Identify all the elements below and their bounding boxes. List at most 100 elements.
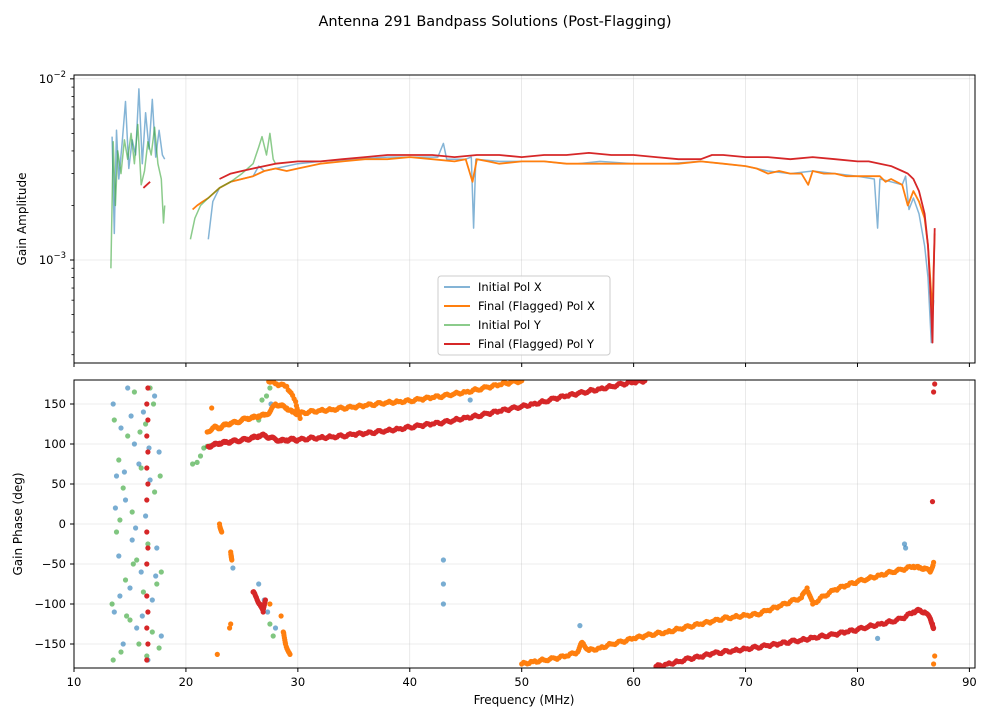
- phase-point-initial-pol-y: [138, 465, 144, 471]
- phase-point-initial-pol-x: [140, 409, 146, 415]
- phase-point-initial-pol-y: [120, 485, 126, 491]
- phase-point-initial-pol-y: [136, 641, 142, 647]
- phase-point-initial-pol-x: [134, 625, 140, 631]
- phase-point-final-flagged-pol-y: [144, 401, 150, 407]
- phase-point-final-flagged-pol-x: [227, 625, 233, 631]
- phase-point-final-flagged-pol-y: [929, 499, 936, 505]
- phase-point-final-flagged-pol-y: [144, 529, 150, 535]
- phase-point-final-flagged-pol-y: [145, 449, 151, 455]
- phase-point-final-flagged-pol-y: [145, 641, 151, 647]
- phase-point-initial-pol-y: [270, 633, 276, 639]
- phase-point-initial-pol-x: [116, 553, 122, 559]
- x-tick-label: 10: [67, 675, 82, 689]
- phase-point-final-flagged-pol-y: [144, 561, 150, 567]
- phase-point-initial-pol-y: [267, 385, 273, 391]
- phase-point-initial-pol-y: [137, 429, 143, 435]
- amp-y-tick-label: 10−2: [39, 70, 66, 86]
- phase-point-initial-pol-y: [152, 489, 158, 495]
- phase-point-final-flagged-pol-y: [144, 465, 150, 471]
- phase-y-tick-label: 0: [59, 517, 66, 531]
- phase-point-initial-pol-x: [875, 635, 881, 642]
- amplitude-frame: [73, 74, 976, 364]
- phase-point-initial-pol-x: [272, 625, 279, 631]
- phase-point-initial-pol-y: [150, 401, 157, 407]
- legend-box: [437, 275, 611, 356]
- phase-point-initial-pol-x: [112, 505, 118, 511]
- phase-point-initial-pol-y: [122, 577, 129, 583]
- phase-point-initial-pol-x: [147, 477, 153, 483]
- phase-point-initial-pol-y: [144, 653, 150, 659]
- phase-point-initial-pol-y: [125, 433, 131, 439]
- phase-point-initial-pol-y: [143, 421, 149, 427]
- x-tick-label: 90: [962, 675, 977, 689]
- amp-line-initial-pol-y: [110, 123, 166, 269]
- phase-point-initial-pol-y: [130, 561, 136, 567]
- phase-point-initial-pol-y: [116, 457, 122, 463]
- phase-point-initial-pol-x: [133, 525, 139, 531]
- amp-line-final-flagged-pol-y: [142, 181, 151, 189]
- phase-point-initial-pol-x: [265, 609, 271, 615]
- phase-point-final-flagged-pol-y: [642, 380, 648, 384]
- phase-point-initial-pol-y: [129, 509, 135, 515]
- phase-point-initial-pol-y: [149, 629, 155, 635]
- phase-point-final-flagged-pol-y: [145, 545, 151, 551]
- phase-point-initial-pol-x: [125, 385, 131, 391]
- phase-point-final-flagged-pol-x: [229, 557, 235, 563]
- phase-ticks: 10 20 30 40 50 60 70 80 90 −150 −100 −50 0 50 100 150: [34, 397, 976, 689]
- phase-point-initial-pol-x: [129, 537, 135, 543]
- phase-y-tick-label: 50: [51, 477, 66, 491]
- phase-point-final-flagged-pol-x: [931, 661, 937, 667]
- phase-y-tick-label: 100: [44, 437, 66, 451]
- phase-point-initial-pol-y: [157, 473, 163, 479]
- phase-point-initial-pol-x: [121, 469, 127, 475]
- phase-point-final-flagged-pol-y: [931, 625, 937, 631]
- x-tick-label: 70: [738, 675, 753, 689]
- phase-grid: [73, 380, 975, 668]
- phase-point-initial-pol-x: [154, 545, 160, 551]
- phase-point-initial-pol-x: [152, 393, 158, 399]
- legend-label: Initial Pol X: [478, 280, 542, 294]
- phase-point-final-flagged-pol-y: [144, 657, 150, 663]
- phase-point-initial-pol-x: [903, 545, 909, 551]
- phase-point-initial-pol-y: [117, 517, 123, 523]
- phase-point-initial-pol-x: [113, 473, 120, 479]
- phase-point-initial-pol-x: [120, 641, 126, 647]
- phase-point-initial-pol-x: [118, 425, 124, 431]
- phase-point-initial-pol-y: [124, 613, 130, 619]
- x-tick-label: 20: [179, 675, 194, 689]
- phase-point-initial-pol-x: [230, 565, 236, 571]
- phase-point-initial-pol-y: [259, 397, 265, 403]
- phase-point-initial-pol-x: [158, 633, 164, 639]
- phase-point-initial-pol-x: [131, 441, 137, 447]
- phase-point-initial-pol-x: [117, 593, 123, 599]
- phase-y-tick-label: −50: [42, 557, 66, 571]
- amplitude-ticks: 10−2 10−3: [39, 70, 970, 367]
- phase-point-final-flagged-pol-x: [267, 601, 273, 607]
- phase-point-initial-pol-x: [153, 573, 159, 579]
- phase-point-initial-pol-x: [256, 581, 262, 587]
- phase-point-initial-pol-x: [156, 449, 162, 455]
- phase-point-final-flagged-pol-y: [145, 385, 151, 391]
- phase-y-tick-label: 150: [44, 397, 66, 411]
- phase-point-initial-pol-y: [134, 557, 140, 563]
- phase-point-final-flagged-pol-x: [287, 651, 293, 658]
- phase-point-initial-pol-y: [158, 569, 164, 575]
- phase-y-tick-label: −150: [34, 637, 66, 651]
- phase-point-final-flagged-pol-y: [145, 481, 151, 487]
- phase-point-initial-pol-y: [127, 617, 133, 623]
- phase-point-final-flagged-pol-x: [932, 653, 938, 659]
- phase-point-initial-pol-y: [111, 417, 117, 423]
- x-tick-label: 40: [402, 675, 417, 689]
- x-axis-label: Frequency (MHz): [474, 693, 575, 707]
- phase-point-initial-pol-x: [901, 541, 908, 547]
- phase-point-initial-pol-x: [122, 497, 129, 503]
- phase-point-initial-pol-y: [145, 541, 151, 547]
- phase-point-initial-pol-x: [577, 623, 583, 629]
- phase-point-final-flagged-pol-y: [144, 625, 150, 631]
- phase-point-initial-pol-x: [149, 597, 155, 603]
- amp-line-initial-pol-y: [189, 132, 277, 240]
- phase-point-final-flagged-pol-x: [278, 613, 284, 619]
- phase-point-initial-pol-y: [156, 645, 162, 651]
- phase-point-final-flagged-pol-x: [228, 621, 234, 627]
